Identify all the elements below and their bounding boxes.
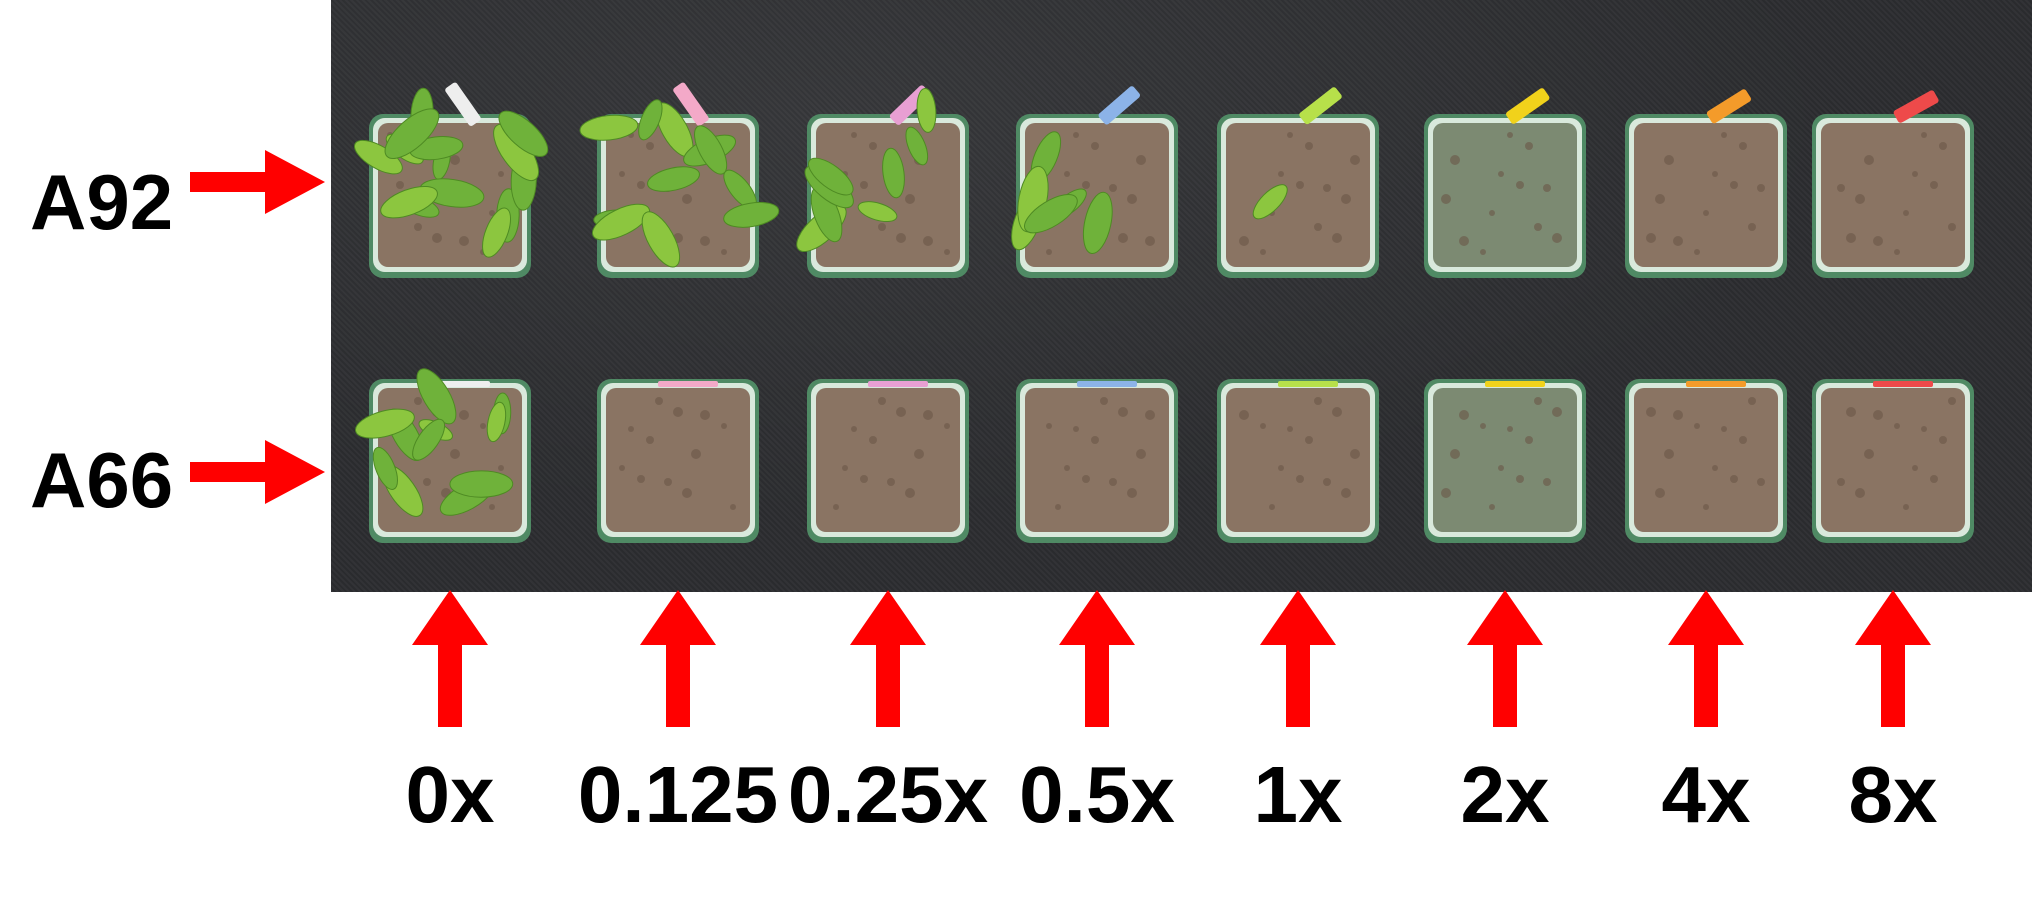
pot-a92-4x <box>1625 89 1787 278</box>
pot-a92-2x <box>1424 88 1586 278</box>
dose-arrow-3 <box>1059 590 1135 727</box>
dose-arrow-4 <box>1260 590 1336 727</box>
pot-a92-0.25x <box>796 85 969 278</box>
dose-label-2: 0.25x <box>787 750 989 839</box>
pot-a92-0.125 <box>579 82 780 278</box>
row-arrow-a92 <box>190 150 325 214</box>
dose-label-3: 0.5x <box>1019 750 1175 839</box>
dose-label-7: 8x <box>1848 750 1938 839</box>
pot-a66-0.125 <box>597 379 759 543</box>
dose-arrow-0 <box>412 590 488 727</box>
pot-a66-8x <box>1812 379 1974 543</box>
pot-a66-0x <box>355 368 531 543</box>
pot-a66-0.5x <box>1016 379 1178 543</box>
dose-arrow-7 <box>1855 590 1931 727</box>
pot-grid <box>354 82 1974 543</box>
pot-a66-2x <box>1424 379 1586 543</box>
pot-a92-0x <box>354 82 549 278</box>
pot-a66-1x <box>1217 379 1379 543</box>
dose-label-4: 1x <box>1253 750 1343 839</box>
row-label-a92: A92 <box>30 158 174 246</box>
dose-arrow-1 <box>640 590 716 727</box>
pot-a92-1x <box>1217 87 1379 278</box>
pot-a92-0.5x <box>1011 86 1178 278</box>
row-label-a66: A66 <box>30 436 174 524</box>
dose-label-5: 2x <box>1460 750 1550 839</box>
dose-arrow-2 <box>850 590 926 727</box>
pot-a92-8x <box>1812 90 1974 278</box>
dose-arrow-5 <box>1467 590 1543 727</box>
pot-a66-4x <box>1625 379 1787 543</box>
herbicide-dose-photo <box>331 0 2032 592</box>
dose-arrow-6 <box>1668 590 1744 727</box>
row-arrow-a66 <box>190 440 325 504</box>
dose-label-6: 4x <box>1661 750 1751 839</box>
pot-a66-0.25x <box>807 379 969 543</box>
dose-label-0: 0x <box>405 750 495 839</box>
dose-label-1: 0.125 <box>577 750 779 839</box>
